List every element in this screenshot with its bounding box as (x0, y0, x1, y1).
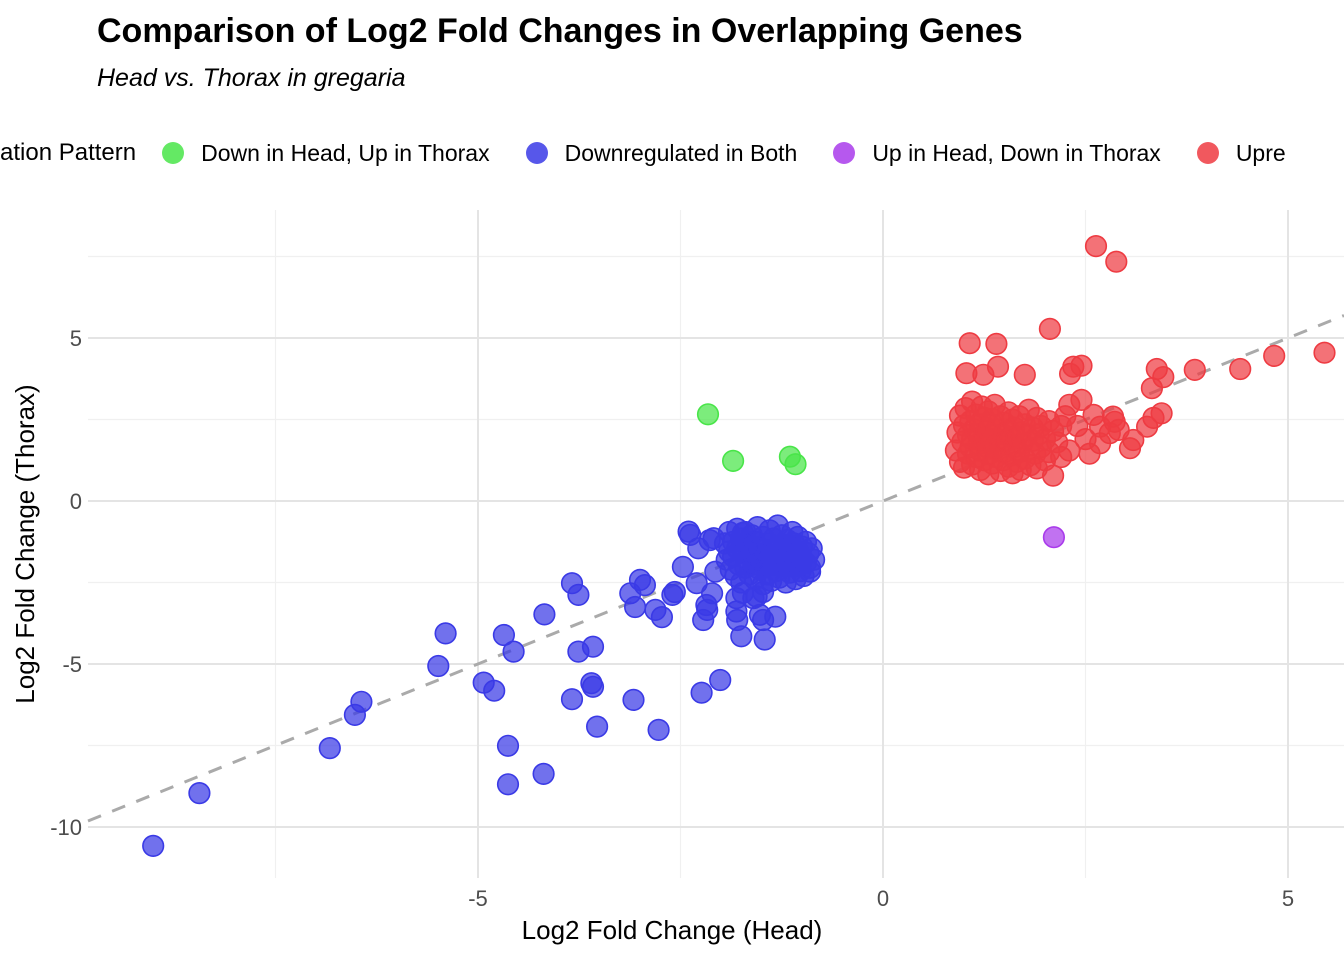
data-point (1313, 341, 1336, 364)
chart-subtitle: Head vs. Thorax in gregaria (97, 64, 406, 92)
legend-label: Downregulated in Both (564, 139, 798, 166)
x-tick-label: 0 (877, 886, 889, 911)
data-point (721, 449, 745, 473)
red-dot-icon (1196, 142, 1219, 164)
legend-item-down-head-up-thorax: Down in Head, Up in Thorax (162, 140, 490, 167)
data-point (581, 675, 605, 698)
data-point (1150, 402, 1173, 425)
legend-item-up-head-down-thorax: Up in Head, Down in Thorax (833, 140, 1161, 167)
data-point (496, 734, 520, 757)
data-point (532, 762, 555, 786)
data-point (671, 555, 695, 579)
y-axis-title: Log2 Fold Change (Thorax) (10, 384, 40, 704)
data-point (1118, 437, 1142, 460)
data-point (502, 640, 525, 663)
data-point (730, 625, 753, 648)
legend-label: Down in Head, Up in Thorax (201, 139, 490, 166)
data-point (1050, 445, 1073, 469)
data-point (318, 736, 341, 760)
data-point (1183, 358, 1206, 382)
x-axis-title: Log2 Fold Change (Head) (521, 915, 823, 945)
data-point (1058, 362, 1082, 386)
data-point (560, 688, 584, 711)
data-point (784, 453, 807, 476)
data-point (1105, 250, 1128, 273)
data-point (633, 573, 657, 597)
data-point (753, 628, 776, 651)
data-point (567, 583, 590, 607)
data-point (685, 572, 708, 595)
data-point (1074, 428, 1097, 451)
data-point (709, 668, 732, 692)
data-point (1038, 317, 1061, 341)
data-point (802, 548, 826, 571)
legend-label: Upre (1235, 139, 1286, 166)
y-tick-label: 5 (70, 326, 82, 351)
data-point (1084, 235, 1108, 258)
data-point (585, 715, 609, 738)
data-point (1041, 464, 1065, 487)
data-point (690, 681, 713, 704)
data-point (496, 773, 520, 796)
data-point (1140, 377, 1163, 400)
data-point (1229, 357, 1252, 381)
data-point (483, 679, 506, 702)
data-point (1263, 344, 1286, 368)
data-point (142, 834, 165, 858)
data-point (427, 654, 450, 678)
data-point (663, 580, 686, 604)
data-point (764, 605, 787, 628)
data-point (622, 688, 645, 712)
legend-item-upregulated-both: Upre (1196, 139, 1286, 167)
data-point (700, 582, 724, 605)
data-point (985, 332, 1008, 356)
data-point (350, 690, 373, 713)
green-dot-icon (162, 142, 185, 164)
data-point (581, 635, 605, 658)
legend-title: ation Pattern (0, 139, 137, 166)
data-point (958, 332, 981, 355)
legend: ation Pattern Down in Head, Up in Thorax… (0, 133, 1344, 173)
legend-label: Up in Head, Down in Thorax (872, 139, 1161, 166)
blue-dot-icon (525, 142, 548, 164)
purple-dot-icon (833, 142, 856, 164)
data-point (533, 603, 556, 626)
y-tick-label: -10 (50, 815, 82, 840)
data-point (650, 605, 674, 629)
data-point (972, 363, 995, 386)
data-point (492, 623, 516, 647)
data-point (434, 622, 457, 645)
data-point (1013, 363, 1036, 386)
legend-item-downregulated-both: Downregulated in Both (525, 139, 798, 167)
data-point (1042, 526, 1065, 549)
data-point (188, 781, 211, 805)
x-tick-label: 5 (1282, 886, 1294, 911)
x-tick-label: -5 (468, 886, 488, 911)
data-point (696, 403, 720, 426)
data-point (647, 718, 670, 742)
page-title: Comparison of Log2 Fold Changes in Overl… (97, 12, 1023, 50)
y-tick-label: 0 (70, 489, 82, 514)
data-point (1050, 414, 1073, 438)
data-point (623, 595, 647, 619)
y-tick-label: -5 (62, 652, 82, 677)
